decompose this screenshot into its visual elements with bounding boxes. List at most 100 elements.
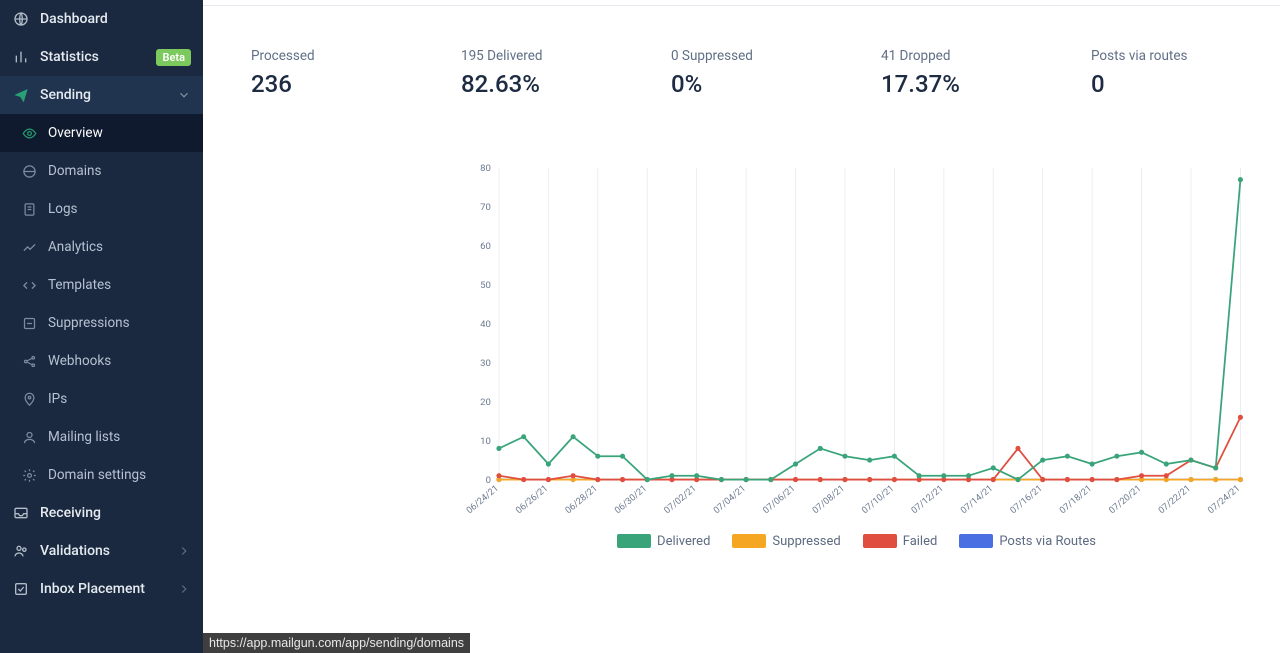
file-icon	[20, 200, 38, 218]
metric-suppressed-value: 0%	[671, 70, 791, 98]
chevron-right-icon	[177, 582, 191, 596]
sidebar-suppressions-label: Suppressions	[48, 315, 191, 331]
sidebar-mailing-lists-label: Mailing lists	[48, 429, 191, 445]
legend-suppressed-label: Suppressed	[772, 534, 840, 549]
metric-dropped-label: 41 Dropped	[881, 48, 1001, 64]
sidebar-domains-label: Domains	[48, 163, 191, 179]
code-icon	[20, 276, 38, 294]
chart-legend: Delivered Suppressed Failed Posts via Ro…	[463, 534, 1250, 549]
sidebar-item-domain-settings[interactable]: Domain settings	[0, 456, 203, 494]
svg-text:07/04/21: 07/04/21	[711, 483, 748, 516]
metric-processed: Processed 236	[251, 48, 371, 98]
sidebar-sending-label: Sending	[40, 87, 167, 103]
sidebar-ips-label: IPs	[48, 391, 191, 407]
pin-icon	[20, 390, 38, 408]
sidebar-item-templates[interactable]: Templates	[0, 266, 203, 304]
metric-processed-label: Processed	[251, 48, 371, 64]
svg-text:07/16/21: 07/16/21	[1008, 483, 1045, 516]
sidebar-inbox-placement-label: Inbox Placement	[40, 581, 167, 597]
legend-swatch-delivered	[617, 534, 651, 548]
trend-icon	[20, 238, 38, 256]
sidebar-logs-label: Logs	[48, 201, 191, 217]
metric-delivered-value: 82.63%	[461, 70, 581, 98]
beta-badge: Beta	[156, 49, 191, 66]
svg-text:07/02/21: 07/02/21	[662, 483, 699, 516]
paper-plane-icon	[12, 86, 30, 104]
chevron-down-icon	[177, 88, 191, 102]
svg-text:07/20/21: 07/20/21	[1107, 483, 1144, 516]
legend-suppressed[interactable]: Suppressed	[732, 534, 840, 549]
globe-icon	[12, 10, 30, 28]
sidebar-item-statistics[interactable]: Statistics Beta	[0, 38, 203, 76]
svg-text:06/24/21: 06/24/21	[464, 483, 501, 516]
legend-swatch-suppressed	[732, 534, 766, 548]
svg-text:07/22/21: 07/22/21	[1156, 483, 1193, 516]
legend-failed-label: Failed	[903, 534, 938, 549]
line-chart: 0102030405060708006/24/2106/26/2106/28/2…	[463, 160, 1250, 528]
svg-text:07/12/21: 07/12/21	[909, 483, 946, 516]
svg-text:06/28/21: 06/28/21	[563, 483, 600, 516]
sidebar-templates-label: Templates	[48, 277, 191, 293]
sidebar-item-mailing-lists[interactable]: Mailing lists	[0, 418, 203, 456]
sidebar-item-overview[interactable]: Overview	[0, 114, 203, 152]
svg-text:20: 20	[480, 397, 491, 408]
sidebar-item-analytics[interactable]: Analytics	[0, 228, 203, 266]
metric-processed-value: 236	[251, 70, 371, 98]
svg-text:07/24/21: 07/24/21	[1206, 483, 1243, 516]
chart-container: 0102030405060708006/24/2106/26/2106/28/2…	[463, 160, 1250, 643]
sidebar-item-dashboard[interactable]: Dashboard	[0, 0, 203, 38]
sidebar: Dashboard Statistics Beta Sending Overvi…	[0, 0, 203, 653]
eye-icon	[20, 124, 38, 142]
square-icon	[20, 314, 38, 332]
svg-text:07/18/21: 07/18/21	[1057, 483, 1094, 516]
sidebar-item-sending[interactable]: Sending	[0, 76, 203, 114]
svg-text:06/30/21: 06/30/21	[613, 483, 650, 516]
svg-text:30: 30	[480, 358, 491, 369]
legend-posts[interactable]: Posts via Routes	[959, 534, 1096, 549]
main-content: Processed 236 195 Delivered 82.63% 0 Sup…	[203, 0, 1280, 653]
legend-delivered[interactable]: Delivered	[617, 534, 710, 549]
share-icon	[20, 352, 38, 370]
sidebar-statistics-label: Statistics	[40, 49, 146, 65]
metric-delivered-label: 195 Delivered	[461, 48, 581, 64]
metric-delivered: 195 Delivered 82.63%	[461, 48, 581, 98]
metrics-row: Processed 236 195 Delivered 82.63% 0 Sup…	[203, 6, 1280, 98]
sidebar-analytics-label: Analytics	[48, 239, 191, 255]
svg-text:07/06/21: 07/06/21	[761, 483, 798, 516]
sidebar-item-suppressions[interactable]: Suppressions	[0, 304, 203, 342]
svg-text:80: 80	[480, 163, 491, 174]
legend-swatch-posts	[959, 534, 993, 548]
svg-text:50: 50	[480, 280, 491, 291]
browser-status-url: https://app.mailgun.com/app/sending/doma…	[203, 633, 470, 653]
sidebar-domain-settings-label: Domain settings	[48, 467, 191, 483]
inbox-check-icon	[12, 580, 30, 598]
sidebar-receiving-label: Receiving	[40, 505, 191, 521]
metric-posts: Posts via routes 0	[1091, 48, 1211, 98]
sidebar-item-logs[interactable]: Logs	[0, 190, 203, 228]
svg-text:07/08/21: 07/08/21	[810, 483, 847, 516]
legend-delivered-label: Delivered	[657, 534, 710, 549]
globe-small-icon	[20, 162, 38, 180]
sidebar-item-receiving[interactable]: Receiving	[0, 494, 203, 532]
metric-suppressed-label: 0 Suppressed	[671, 48, 791, 64]
svg-text:07/14/21: 07/14/21	[959, 483, 996, 516]
metric-posts-value: 0	[1091, 70, 1211, 98]
metric-dropped: 41 Dropped 17.37%	[881, 48, 1001, 98]
sidebar-item-domains[interactable]: Domains	[0, 152, 203, 190]
legend-failed[interactable]: Failed	[863, 534, 938, 549]
sidebar-item-webhooks[interactable]: Webhooks	[0, 342, 203, 380]
bar-chart-icon	[12, 48, 30, 66]
sidebar-item-validations[interactable]: Validations	[0, 532, 203, 570]
sidebar-item-ips[interactable]: IPs	[0, 380, 203, 418]
svg-text:0: 0	[486, 475, 491, 486]
sidebar-overview-label: Overview	[48, 125, 191, 141]
legend-posts-label: Posts via Routes	[999, 534, 1096, 549]
svg-text:07/10/21: 07/10/21	[860, 483, 897, 516]
legend-swatch-failed	[863, 534, 897, 548]
svg-text:60: 60	[480, 241, 491, 252]
svg-text:70: 70	[480, 202, 491, 213]
metric-suppressed: 0 Suppressed 0%	[671, 48, 791, 98]
sidebar-item-inbox-placement[interactable]: Inbox Placement	[0, 570, 203, 608]
inbox-icon	[12, 504, 30, 522]
sidebar-validations-label: Validations	[40, 543, 167, 559]
